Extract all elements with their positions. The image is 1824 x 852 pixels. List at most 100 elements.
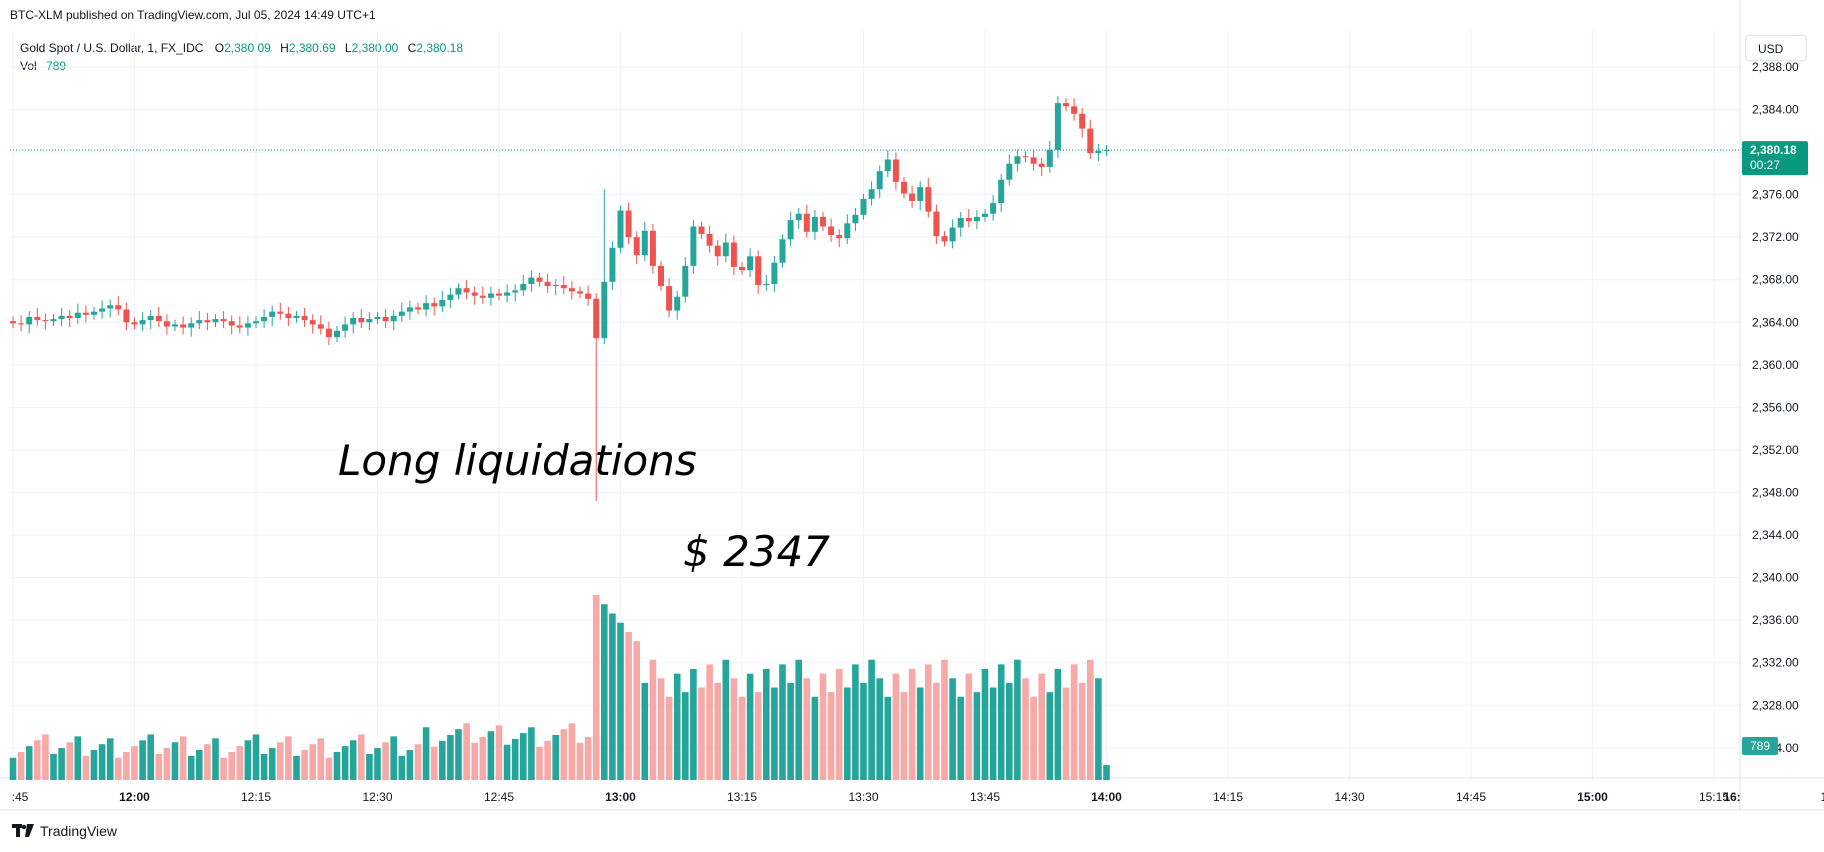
candle[interactable] <box>674 290 681 320</box>
candle[interactable] <box>714 239 721 266</box>
candle[interactable] <box>244 316 251 336</box>
candle[interactable] <box>212 314 219 328</box>
candle[interactable] <box>309 314 316 334</box>
candle[interactable] <box>204 313 211 331</box>
candle[interactable] <box>293 311 300 323</box>
candle[interactable] <box>172 319 178 332</box>
candle[interactable] <box>325 321 332 346</box>
candle[interactable] <box>884 150 891 178</box>
candle[interactable] <box>1071 98 1078 121</box>
candle[interactable] <box>342 316 349 338</box>
candle[interactable] <box>560 275 567 295</box>
candle[interactable] <box>147 310 154 330</box>
candle[interactable] <box>771 255 778 292</box>
candle[interactable] <box>334 325 340 342</box>
candle[interactable] <box>74 303 81 324</box>
candle[interactable] <box>285 306 292 326</box>
candle[interactable] <box>682 256 689 303</box>
candle[interactable] <box>973 210 980 230</box>
candle[interactable] <box>42 313 49 330</box>
candle[interactable] <box>406 300 413 320</box>
candle[interactable] <box>990 195 997 221</box>
candle[interactable] <box>1030 149 1037 171</box>
candle[interactable] <box>18 315 25 332</box>
candle[interactable] <box>1046 140 1053 173</box>
candle[interactable] <box>91 306 97 320</box>
candle[interactable] <box>1022 151 1029 163</box>
candle[interactable] <box>941 231 948 247</box>
candle[interactable] <box>66 310 73 328</box>
candle[interactable] <box>487 286 494 306</box>
candle[interactable] <box>479 286 486 304</box>
candle[interactable] <box>957 212 964 237</box>
footer-branding[interactable]: TradingView <box>12 823 117 839</box>
candle[interactable] <box>876 165 883 199</box>
candle[interactable] <box>868 181 875 206</box>
candle[interactable] <box>439 290 446 313</box>
candle[interactable] <box>50 314 57 326</box>
candle[interactable] <box>504 284 511 303</box>
candle[interactable] <box>949 219 956 249</box>
candle[interactable] <box>1087 119 1094 159</box>
candle[interactable] <box>658 261 664 291</box>
candle[interactable] <box>730 235 737 275</box>
candle[interactable] <box>415 302 421 315</box>
candle[interactable] <box>350 312 357 334</box>
candle[interactable] <box>787 212 794 247</box>
candle[interactable] <box>982 208 988 222</box>
candle[interactable] <box>107 299 114 318</box>
candle[interactable] <box>836 229 843 248</box>
candle[interactable] <box>131 317 138 330</box>
candle[interactable] <box>471 286 478 305</box>
candle[interactable] <box>795 207 802 230</box>
candle[interactable] <box>609 240 616 290</box>
candle[interactable] <box>1038 157 1045 176</box>
candle[interactable] <box>601 189 608 345</box>
candle[interactable] <box>26 311 33 334</box>
candle[interactable] <box>82 305 89 323</box>
candle[interactable] <box>374 312 381 324</box>
candle[interactable] <box>188 317 195 337</box>
candle[interactable] <box>520 274 527 297</box>
candle[interactable] <box>180 316 187 335</box>
candle[interactable] <box>933 204 940 245</box>
candle[interactable] <box>431 297 438 316</box>
candle[interactable] <box>220 311 227 329</box>
candle[interactable] <box>301 307 308 328</box>
candle[interactable] <box>706 225 713 253</box>
candle[interactable] <box>366 312 373 331</box>
time-axis[interactable]: :45 12:00 12:15 12:30 12:45 13:00 13:15 13:30 13… <box>12 790 1824 804</box>
candle[interactable] <box>909 185 916 208</box>
candle[interactable] <box>544 273 551 294</box>
candle[interactable] <box>196 311 203 330</box>
candle[interactable] <box>998 173 1005 213</box>
candle[interactable] <box>123 302 130 331</box>
candle[interactable] <box>277 302 284 320</box>
candle[interactable] <box>617 205 624 253</box>
candle[interactable] <box>253 316 259 329</box>
candle[interactable] <box>115 296 122 316</box>
candle[interactable] <box>228 315 235 335</box>
candle[interactable] <box>803 204 810 238</box>
candle[interactable] <box>1103 145 1110 156</box>
candle[interactable] <box>463 280 470 300</box>
candle[interactable] <box>536 272 543 287</box>
candle[interactable] <box>585 285 592 306</box>
candle[interactable] <box>34 307 41 326</box>
candle[interactable] <box>666 278 673 318</box>
candle[interactable] <box>58 307 65 326</box>
candle[interactable] <box>382 308 389 329</box>
candle[interactable] <box>528 270 535 292</box>
candle[interactable] <box>844 214 851 245</box>
candle[interactable] <box>779 234 786 268</box>
candle[interactable] <box>236 316 243 334</box>
candle[interactable] <box>398 302 405 322</box>
candle[interactable] <box>633 231 640 265</box>
candle[interactable] <box>1014 149 1021 172</box>
candle[interactable] <box>901 177 907 199</box>
candle[interactable] <box>747 248 754 278</box>
candle[interactable] <box>1095 144 1102 162</box>
candle[interactable] <box>568 281 575 300</box>
candle[interactable] <box>1079 107 1086 138</box>
candle[interactable] <box>163 314 170 335</box>
